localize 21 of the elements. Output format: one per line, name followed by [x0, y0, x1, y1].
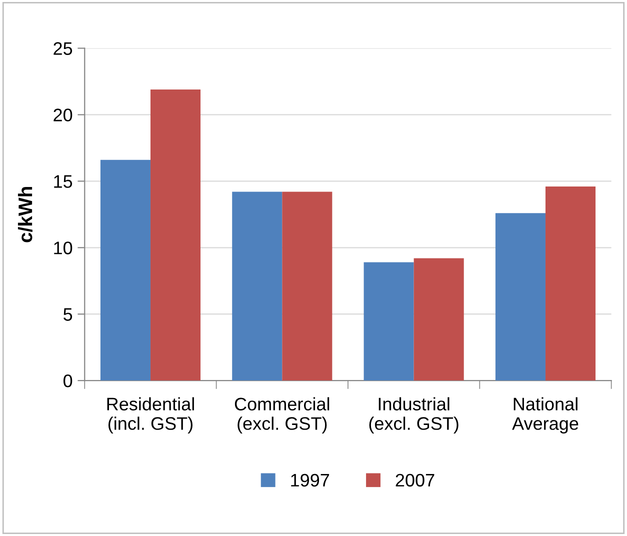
- x-tick-label: Commercial (excl. GST): [234, 397, 330, 434]
- bar: [150, 89, 201, 381]
- x-tick-label: Residential (incl. GST): [107, 397, 194, 434]
- bar: [282, 192, 332, 381]
- legend-label: 2007: [396, 474, 434, 487]
- bar: [364, 262, 414, 381]
- y-tick-label: 25: [54, 42, 72, 55]
- x-tick-label: Industrial (excl. GST): [369, 397, 458, 434]
- y-tick-label: 10: [54, 242, 72, 254]
- bar: [100, 160, 150, 381]
- bar: [414, 258, 464, 381]
- bar: [232, 192, 282, 381]
- y-tick-label: 15: [54, 175, 72, 188]
- x-tick-label: National Average: [512, 397, 578, 434]
- bar: [495, 213, 546, 381]
- y-tick-label: 0: [64, 374, 72, 388]
- legend-label: 1997: [291, 474, 330, 487]
- bar: [545, 186, 596, 381]
- y-tick-label: 5: [64, 308, 72, 321]
- y-axis-title: c/kWh: [18, 186, 32, 242]
- y-tick-label: 20: [54, 108, 72, 122]
